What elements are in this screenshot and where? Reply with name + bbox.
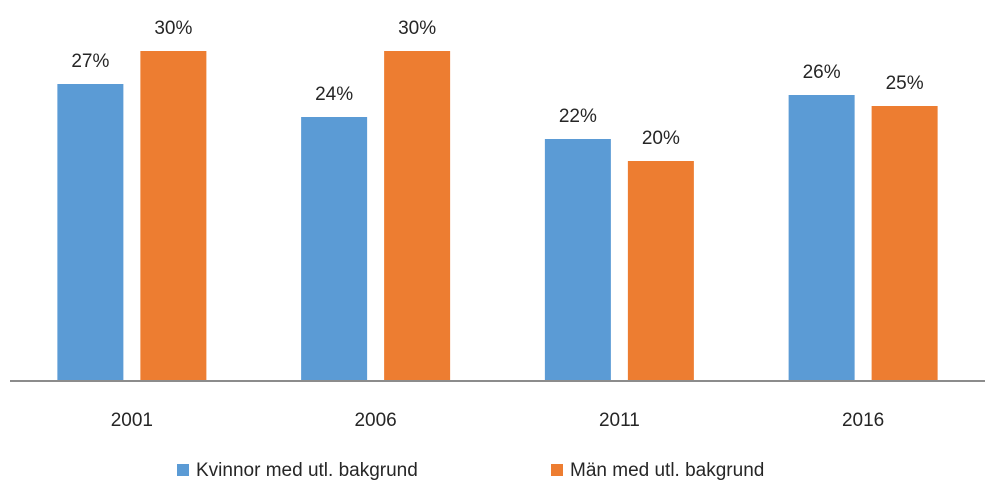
- legend-label: Män med utl. bakgrund: [570, 460, 764, 481]
- legend-label: Kvinnor med utl. bakgrund: [196, 460, 418, 481]
- value-label: 27%: [71, 51, 109, 72]
- bar: [301, 117, 368, 381]
- bar: [871, 106, 938, 381]
- x-tick-label: 2001: [111, 410, 153, 431]
- legend-swatch: [177, 464, 189, 476]
- x-tick-label: 2006: [354, 410, 396, 431]
- bar: [140, 51, 207, 381]
- value-label: 26%: [803, 62, 841, 83]
- value-label: 24%: [315, 84, 353, 105]
- bar: [57, 84, 124, 381]
- value-label: 22%: [559, 106, 597, 127]
- value-label: 25%: [886, 73, 924, 94]
- bar: [627, 161, 694, 381]
- x-tick-label: 2016: [842, 410, 884, 431]
- bar: [384, 51, 451, 381]
- x-tick-label: 2011: [599, 410, 640, 431]
- value-label: 20%: [642, 128, 680, 149]
- bar: [788, 95, 855, 381]
- bar: [544, 139, 611, 381]
- value-label: 30%: [154, 18, 192, 39]
- value-label: 30%: [398, 18, 436, 39]
- legend-swatch: [551, 464, 563, 476]
